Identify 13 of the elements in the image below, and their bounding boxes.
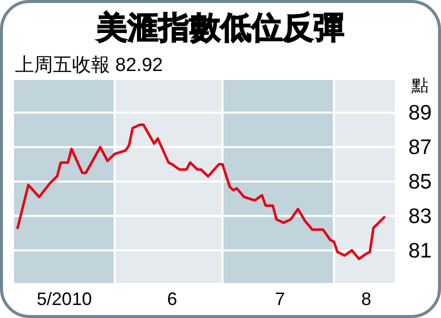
y-axis-title: 點	[410, 76, 428, 95]
line-series	[16, 123, 386, 260]
x-tick-label: 7	[274, 289, 285, 309]
chart-subtitle: 上周五收報 82.92	[15, 55, 163, 76]
y-tick-label: 87	[408, 136, 432, 160]
x-tick-label: 5/2010	[36, 289, 92, 309]
x-tick-label: 6	[167, 289, 178, 309]
y-tick-label: 85	[408, 170, 432, 194]
chart-title: 美滙指數低位反彈	[96, 10, 344, 45]
y-tick-label: 83	[408, 204, 432, 228]
y-tick-label: 89	[408, 102, 432, 125]
y-tick-label: 81	[408, 239, 432, 262]
x-tick-label: 8	[361, 289, 372, 309]
